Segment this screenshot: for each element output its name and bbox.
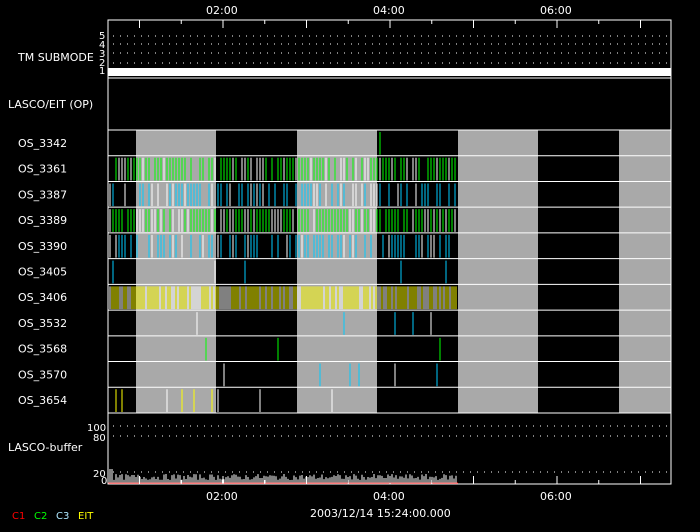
chart-frame (107, 19, 672, 485)
row-label-os_3570: OS_3570 (18, 368, 67, 381)
row-label-os_3405: OS_3405 (18, 266, 67, 279)
legend-c2: C2 (34, 511, 47, 522)
submode-tick-label: 1 (99, 66, 105, 77)
submode-tick-label: 2 (99, 58, 105, 69)
date-label: 2003/12/14 15:24:00.000 (310, 507, 451, 520)
row-label-os_3568: OS_3568 (18, 343, 67, 356)
lasco-eit-label: LASCO/EIT (OP) (8, 98, 93, 111)
buffer-tick-label: 100 (87, 423, 106, 434)
buffer-tick-label: 80 (93, 433, 106, 444)
row-label-os_3390: OS_3390 (18, 240, 67, 253)
data-gap-band (619, 130, 671, 413)
row-label-os_3387: OS_3387 (18, 188, 67, 201)
row-label-os_3406: OS_3406 (18, 291, 67, 304)
time-tick-label-top: 06:00 (540, 4, 572, 17)
data-gap-band (297, 130, 377, 413)
legend-eit: EIT (78, 511, 94, 522)
time-tick-label-top: 02:00 (206, 4, 238, 17)
legend-c1: C1 (12, 511, 25, 522)
observation-marks (107, 68, 671, 484)
legend: C1 C2 C3 EIT (12, 511, 94, 522)
tm-submode-label: TM SUBMODE (17, 51, 94, 64)
row-label-os_3654: OS_3654 (18, 394, 67, 407)
time-tick-label-bottom: 04:00 (373, 490, 405, 503)
tm-submode-bar (108, 68, 671, 76)
row-label-os_3361: OS_3361 (18, 163, 67, 176)
row-label-os_3532: OS_3532 (18, 317, 67, 330)
submode-tick-label: 3 (99, 49, 105, 60)
buffer-tick-label: 0 (101, 476, 107, 487)
submode-tick-label: 5 (99, 31, 105, 42)
submode-tick-label: 4 (99, 40, 105, 51)
buffer-tick-label: 20 (93, 469, 106, 480)
legend-c3: C3 (56, 511, 69, 522)
time-tick-label-top: 04:00 (373, 4, 405, 17)
lasco-buffer-label: LASCO-buffer (8, 441, 83, 454)
data-gap-band (458, 130, 538, 413)
row-label-os_3389: OS_3389 (18, 214, 67, 227)
time-tick-label-bottom: 06:00 (540, 490, 572, 503)
time-tick-label-bottom: 02:00 (206, 490, 238, 503)
row-label-os_3342: OS_3342 (18, 137, 67, 150)
